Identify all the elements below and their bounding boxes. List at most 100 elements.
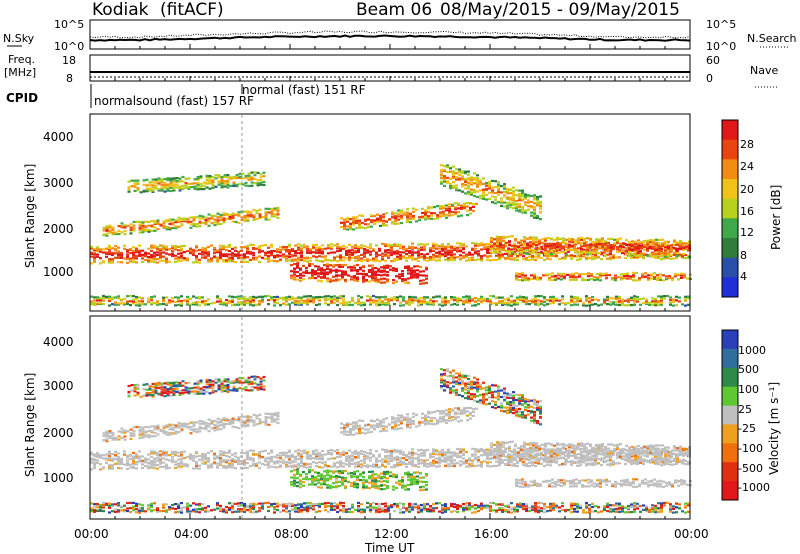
power-cell (555, 249, 558, 253)
power-cell (151, 186, 155, 189)
power-cell (446, 181, 449, 184)
power-cell (673, 239, 676, 242)
power-cell (408, 297, 411, 300)
velocity-cell (300, 457, 303, 460)
power-cell (526, 244, 529, 247)
velocity-cell (380, 488, 383, 491)
velocity-cell (261, 462, 264, 465)
power-cell (563, 275, 566, 278)
power-cell (320, 271, 323, 274)
velocity-cell (654, 450, 657, 453)
power-cell (366, 295, 369, 298)
power-cell (576, 255, 579, 258)
velocity-cell (159, 453, 162, 456)
velocity-cell (630, 463, 633, 466)
velocity-cell (195, 450, 198, 454)
power-cell (607, 246, 610, 249)
power-cell (430, 217, 433, 220)
power-cell (99, 299, 102, 302)
power-cell (396, 245, 399, 248)
power-cell (570, 297, 573, 300)
power-cell (462, 299, 465, 303)
velocity-cell (447, 448, 450, 451)
velocity-cell (672, 449, 675, 452)
power-cell (654, 297, 657, 301)
velocity-cell (561, 462, 564, 465)
power-cell (601, 242, 604, 245)
power-cell (153, 220, 157, 223)
power-cell (132, 257, 135, 260)
power-cell (506, 187, 509, 191)
velocity-cell (591, 459, 594, 462)
power-cell (418, 219, 421, 222)
power-cell (477, 299, 480, 302)
power-cell (521, 279, 524, 282)
power-cell (582, 304, 585, 307)
velocity-cell (534, 464, 537, 468)
power-cell (595, 245, 598, 248)
power-cell (467, 187, 470, 190)
power-cell (267, 257, 270, 260)
power-cell (156, 222, 160, 226)
power-cell (291, 298, 294, 301)
velocity-cell (422, 476, 425, 479)
power-cell (186, 257, 189, 260)
velocity-cell (420, 459, 423, 462)
power-cell (649, 255, 652, 258)
power-cell (342, 303, 345, 306)
power-cell (667, 247, 670, 250)
power-cell (102, 233, 106, 236)
power-cell (654, 253, 657, 256)
velocity-cell (308, 483, 311, 486)
power-cell (524, 277, 527, 280)
power-cell (479, 183, 482, 186)
power-cell (346, 220, 349, 223)
velocity-cell (357, 465, 360, 468)
power-cell (150, 249, 153, 252)
power-cell (529, 241, 532, 244)
velocity-cell (378, 466, 381, 469)
velocity-cell (144, 461, 147, 464)
velocity-cell (326, 469, 329, 472)
power-cell (560, 272, 563, 276)
power-cell (583, 237, 586, 241)
power-cell (114, 232, 118, 236)
velocity-cell (318, 455, 321, 458)
power-cell (354, 256, 357, 259)
velocity-cell (462, 449, 465, 453)
power-cell (210, 216, 214, 219)
velocity-cell (317, 471, 320, 474)
power-cell (249, 303, 252, 306)
power-cell (183, 220, 187, 223)
power-cell (135, 247, 138, 250)
power-cell (491, 189, 494, 192)
velocity-cell (377, 480, 380, 483)
power-cell (436, 217, 439, 220)
power-cell (132, 295, 135, 298)
velocity-cell (132, 463, 135, 466)
power-cell (267, 294, 270, 298)
velocity-cell (228, 455, 231, 458)
power-cell (90, 295, 93, 298)
power-cell (421, 207, 424, 210)
velocity-cell (323, 479, 326, 482)
power-cell (482, 188, 485, 191)
power-cell (663, 295, 666, 298)
power-cell (162, 246, 165, 249)
power-cell (213, 255, 216, 258)
velocity-cell (380, 472, 383, 475)
power-cell (573, 296, 576, 299)
power-cell (518, 203, 521, 206)
velocity-cell (495, 448, 498, 452)
velocity-cell (393, 456, 396, 459)
power-cell (447, 242, 450, 246)
power-cell (472, 203, 475, 206)
power-cell (294, 301, 297, 304)
power-cell (634, 240, 637, 243)
power-cell (346, 225, 349, 228)
power-cell (111, 303, 114, 306)
velocity-cell (326, 477, 329, 480)
power-cell (528, 250, 531, 253)
velocity-cell (111, 467, 114, 470)
power-cell (273, 296, 276, 299)
